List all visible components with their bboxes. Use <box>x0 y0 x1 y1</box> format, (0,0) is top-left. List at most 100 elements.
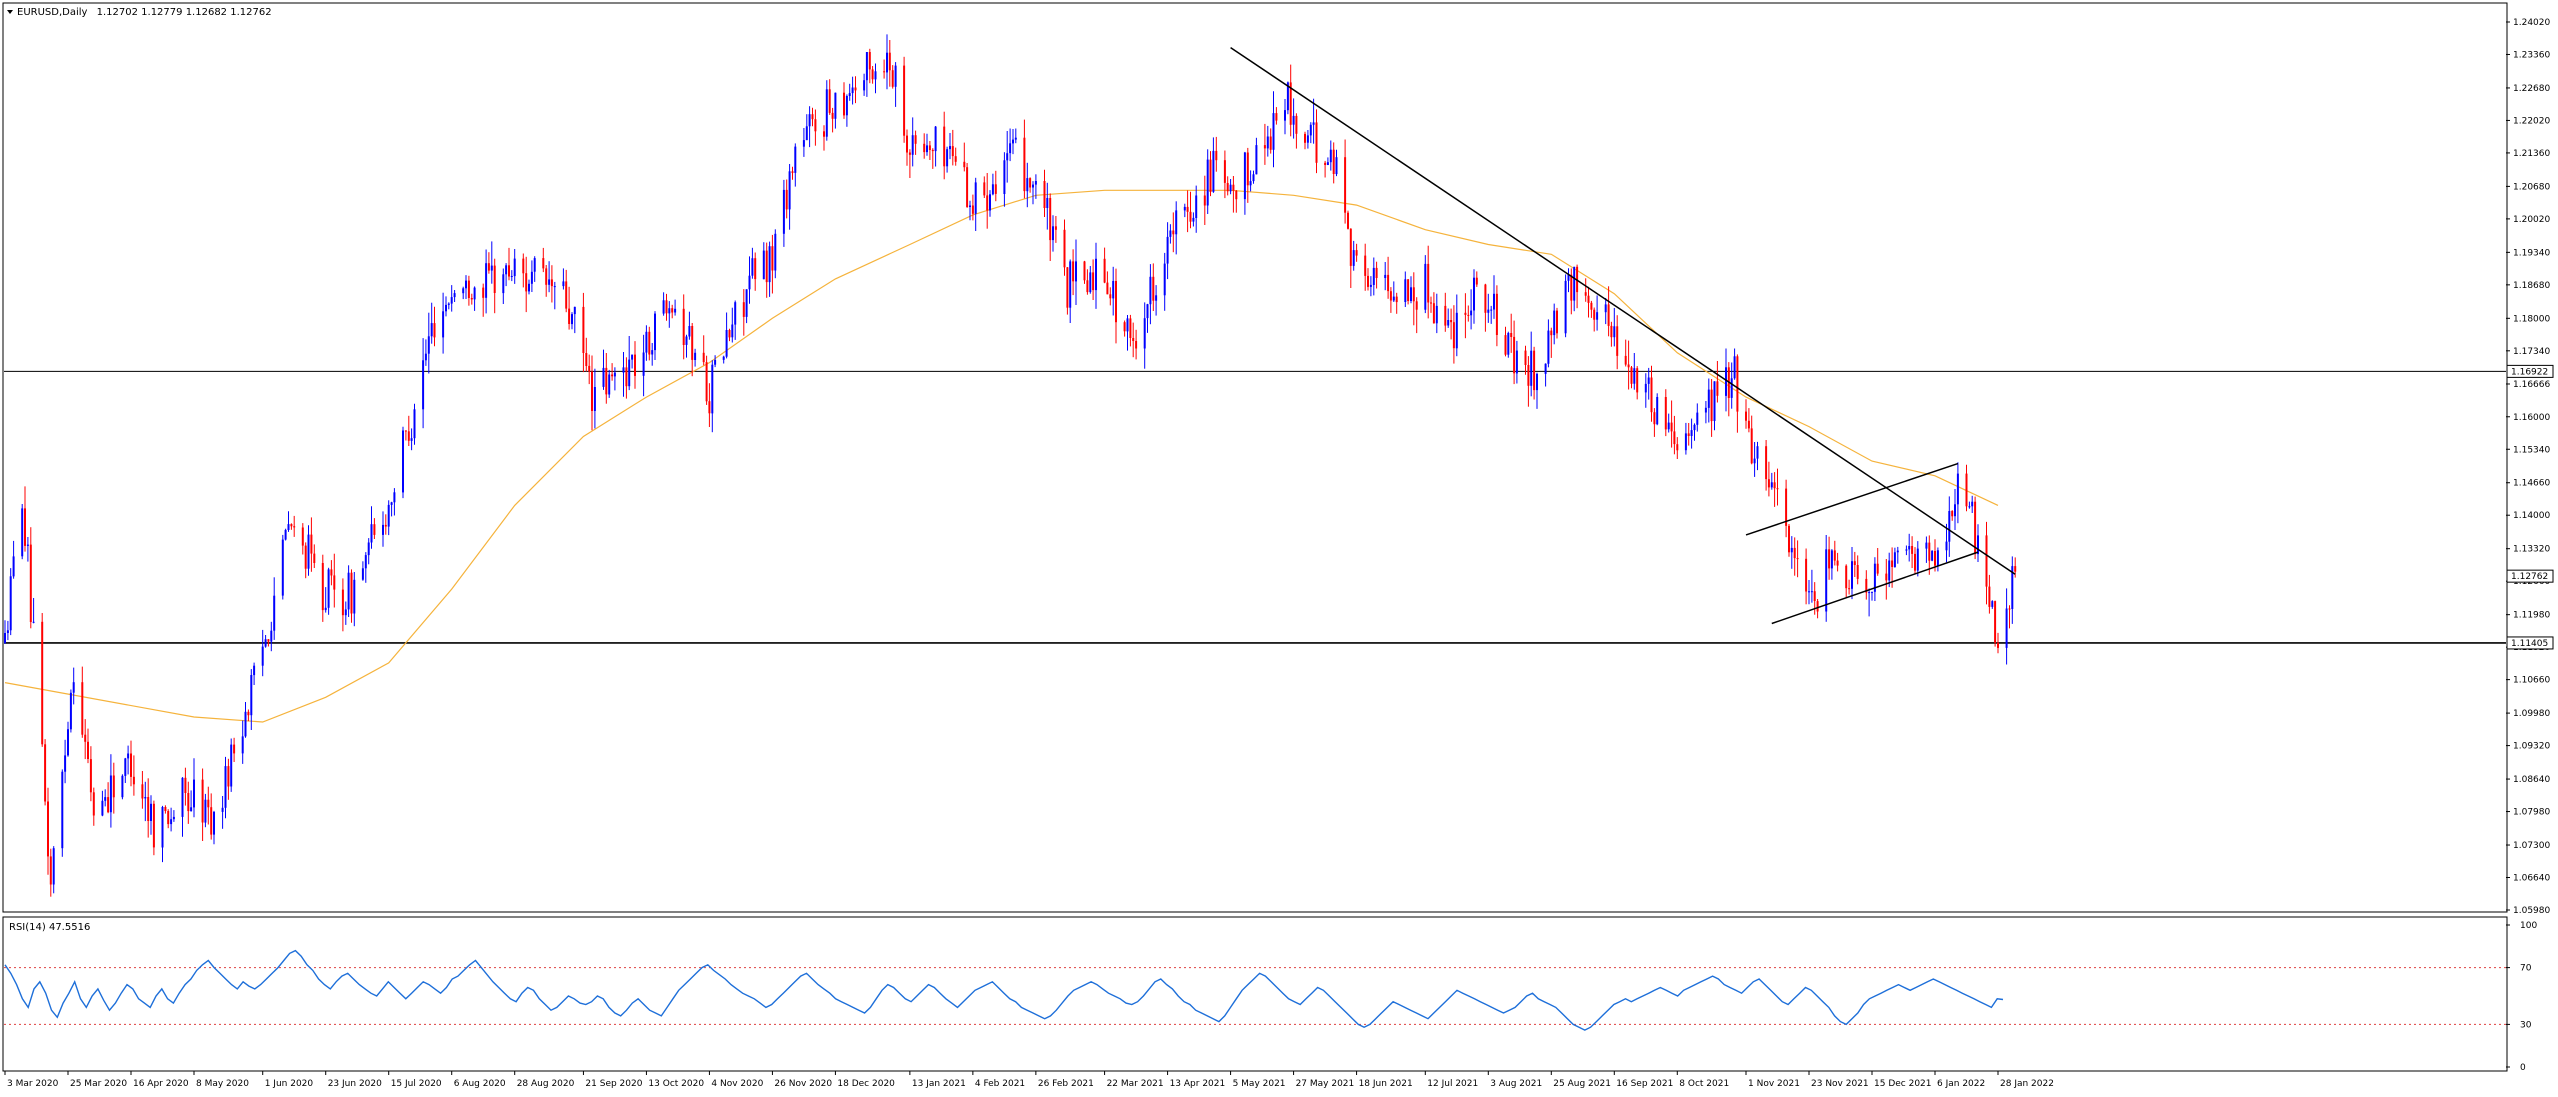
candle-body <box>1733 356 1736 379</box>
candle-body <box>1450 320 1453 323</box>
candle-body <box>1172 230 1175 235</box>
candle-body <box>1206 159 1209 206</box>
candle-body <box>1069 261 1072 308</box>
candle-body <box>1524 350 1527 365</box>
candle-body <box>1710 389 1713 422</box>
ohlc-values: 1.12702 1.12779 1.12682 1.12762 <box>97 7 272 18</box>
candle-body <box>290 524 293 527</box>
candle-body <box>270 630 273 642</box>
candle-body <box>1252 174 1255 182</box>
candle-body <box>1375 267 1378 278</box>
dropdown-triangle-icon[interactable] <box>7 10 13 14</box>
price-tick-label: 1.19340 <box>2513 248 2550 258</box>
candle-body <box>768 246 771 283</box>
candle-body <box>1326 162 1329 165</box>
candle-body <box>361 568 364 580</box>
candle-body <box>367 542 370 556</box>
candle-body <box>1175 210 1178 235</box>
candle-body <box>487 263 490 271</box>
candle-body <box>808 114 811 127</box>
candle-body <box>1851 561 1853 589</box>
candle-body <box>1009 143 1012 154</box>
candle-body <box>1289 82 1292 125</box>
candle-body <box>828 89 831 113</box>
candle-body <box>1845 565 1848 589</box>
candle-body <box>625 367 628 387</box>
candle-body <box>1249 181 1252 186</box>
candle-body <box>4 633 6 644</box>
candle-body <box>591 371 593 411</box>
candle-body <box>1730 378 1733 398</box>
candle-body <box>765 250 768 283</box>
candle-body <box>1467 314 1470 316</box>
trendlines <box>1230 46 2016 625</box>
candle-body <box>611 374 614 377</box>
price-tick-label: 1.14660 <box>2513 479 2550 489</box>
candle-body <box>1012 139 1014 144</box>
candle-body <box>313 553 316 563</box>
price-tick-label: 1.10660 <box>2513 676 2550 686</box>
candle-body <box>682 308 685 345</box>
candle-body <box>1925 542 1928 549</box>
candle-body <box>1135 341 1138 349</box>
candle-body <box>1690 430 1693 436</box>
candle-body <box>865 52 868 81</box>
candle-body <box>1607 304 1610 326</box>
candle-body <box>1871 591 1873 593</box>
candle-body <box>1527 365 1530 386</box>
candle-body <box>1767 479 1770 488</box>
candle-body <box>2008 608 2011 610</box>
candle-body <box>814 119 817 132</box>
candle-body <box>1988 586 1991 607</box>
candle-body <box>714 359 717 365</box>
candle-body <box>891 70 894 87</box>
candle-body <box>843 92 845 116</box>
candle-body <box>164 807 167 811</box>
candle-body <box>1123 322 1126 332</box>
candle-body <box>72 682 75 693</box>
candle-body <box>1126 318 1129 332</box>
candle-body <box>387 504 390 527</box>
candle-body <box>1968 506 1971 508</box>
candle-body <box>963 161 966 168</box>
candle-body <box>1412 287 1415 302</box>
candle-body <box>863 80 866 91</box>
price-tick-label: 1.20680 <box>2513 182 2550 192</box>
candle-body <box>906 135 908 153</box>
candle-body <box>1029 178 1032 188</box>
candle-body <box>711 364 714 414</box>
candle-body <box>1347 212 1349 229</box>
candle-body <box>911 135 914 155</box>
candle-body <box>994 184 997 194</box>
rsi-tick-label: 30 <box>2520 1020 2532 1030</box>
candle-body <box>1504 335 1507 355</box>
candle-body <box>1132 338 1135 341</box>
candle-body <box>1853 561 1856 565</box>
price-tick-label: 1.09980 <box>2513 709 2550 719</box>
candle-body <box>184 777 187 793</box>
candle-body <box>221 807 224 812</box>
candle-body <box>1432 303 1435 324</box>
candle-body <box>1936 550 1939 566</box>
candle-body <box>281 539 284 596</box>
candle-body <box>147 797 150 821</box>
candle-body <box>1954 504 1956 517</box>
candle-body <box>508 265 510 277</box>
candle-body <box>2011 566 2014 609</box>
candle-body <box>662 300 665 314</box>
candle-body <box>725 330 728 357</box>
candle-body <box>1868 592 1871 594</box>
candle-body <box>823 131 825 137</box>
candle-body <box>344 609 347 616</box>
time-tick-label: 15 Dec 2021 <box>1874 1079 1932 1089</box>
candle-body <box>101 800 104 816</box>
candle-body <box>530 271 533 284</box>
candle-body <box>791 171 794 173</box>
candle-body <box>1948 511 1951 542</box>
candle-body <box>261 646 264 666</box>
candle-body <box>974 182 977 214</box>
candle-body <box>1304 133 1306 143</box>
candle-body <box>1756 446 1759 459</box>
candle-body <box>1367 275 1369 287</box>
